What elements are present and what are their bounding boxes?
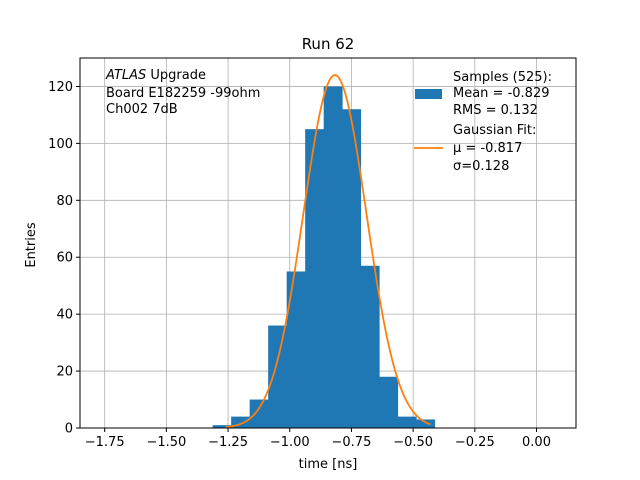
annotation-upgrade: Upgrade — [146, 68, 206, 83]
x-tick-label: −0.25 — [455, 435, 495, 450]
histogram-bar — [351, 109, 362, 428]
histogram-bar — [406, 416, 417, 428]
histogram-bar — [416, 419, 426, 428]
y-tick-label: 60 — [56, 251, 73, 266]
y-tick-label: 80 — [56, 194, 73, 209]
annotation-line2: Board E182259 -99ohm — [106, 86, 260, 101]
legend-samples-title: Samples (525): — [453, 70, 552, 85]
legend-fit-mu: μ = -0.817 — [453, 141, 522, 156]
y-tick-label: 0 — [65, 422, 73, 437]
x-axis-label: time [ns] — [299, 457, 358, 472]
histogram-bar — [212, 425, 223, 428]
x-tick-label: −1.50 — [146, 435, 186, 450]
x-tick-label: −0.50 — [393, 435, 433, 450]
y-tick-label: 120 — [48, 80, 73, 95]
histogram-bar — [342, 109, 352, 428]
x-tick-label: 0.00 — [522, 435, 551, 450]
legend-fit-title: Gaussian Fit: — [453, 123, 536, 138]
annotation-block: ATLAS Upgrade Board E182259 -99ohm Ch002… — [105, 68, 260, 117]
legend-samples-rms: RMS = 0.132 — [453, 103, 538, 118]
x-tick-label: −1.25 — [208, 435, 248, 450]
legend-samples-mean: Mean = -0.829 — [453, 86, 549, 101]
histogram-bar — [277, 325, 288, 428]
histogram-bar — [379, 376, 389, 428]
x-tick-label: −1.75 — [85, 435, 125, 450]
histogram-bar — [369, 265, 380, 428]
x-tick-label: −1.00 — [270, 435, 310, 450]
annotation-line3: Ch002 7dB — [106, 102, 178, 117]
gaussian-fit-curve — [225, 74, 431, 429]
chart-title: Run 62 — [302, 35, 355, 53]
histogram-bar — [314, 129, 325, 428]
legend-swatch-samples — [415, 89, 442, 99]
histogram-bar — [397, 416, 408, 428]
annotation-line1: ATLAS Upgrade — [105, 68, 206, 83]
histogram-bar — [231, 416, 241, 428]
legend-fit-sigma: σ=0.128 — [453, 159, 509, 174]
gaussian-fit — [225, 74, 431, 429]
y-axis-ticks: 0 20 40 60 80 100 120 — [48, 80, 80, 437]
annotation-atlas: ATLAS — [105, 68, 146, 83]
x-tick-label: −0.75 — [332, 435, 372, 450]
histogram-bar — [388, 376, 399, 428]
plot-frame — [79, 57, 577, 429]
y-axis-label: Entries — [24, 222, 39, 268]
y-tick-label: 100 — [48, 137, 73, 152]
histogram-bar — [295, 271, 306, 428]
legend: Samples (525): Mean = -0.829 RMS = 0.132… — [414, 70, 552, 174]
histogram-bar — [258, 399, 269, 428]
histogram-bar — [332, 86, 343, 428]
x-axis-ticks: −1.75 −1.50 −1.25 −1.00 −0.75 −0.50 −0.25 0.00 — [85, 428, 551, 450]
histogram-bar — [360, 265, 371, 428]
y-tick-label: 20 — [56, 365, 73, 380]
histogram-bar — [305, 129, 315, 428]
y-tick-label: 40 — [56, 308, 73, 323]
histogram-bar — [323, 86, 334, 428]
histogram-bar — [286, 271, 297, 428]
